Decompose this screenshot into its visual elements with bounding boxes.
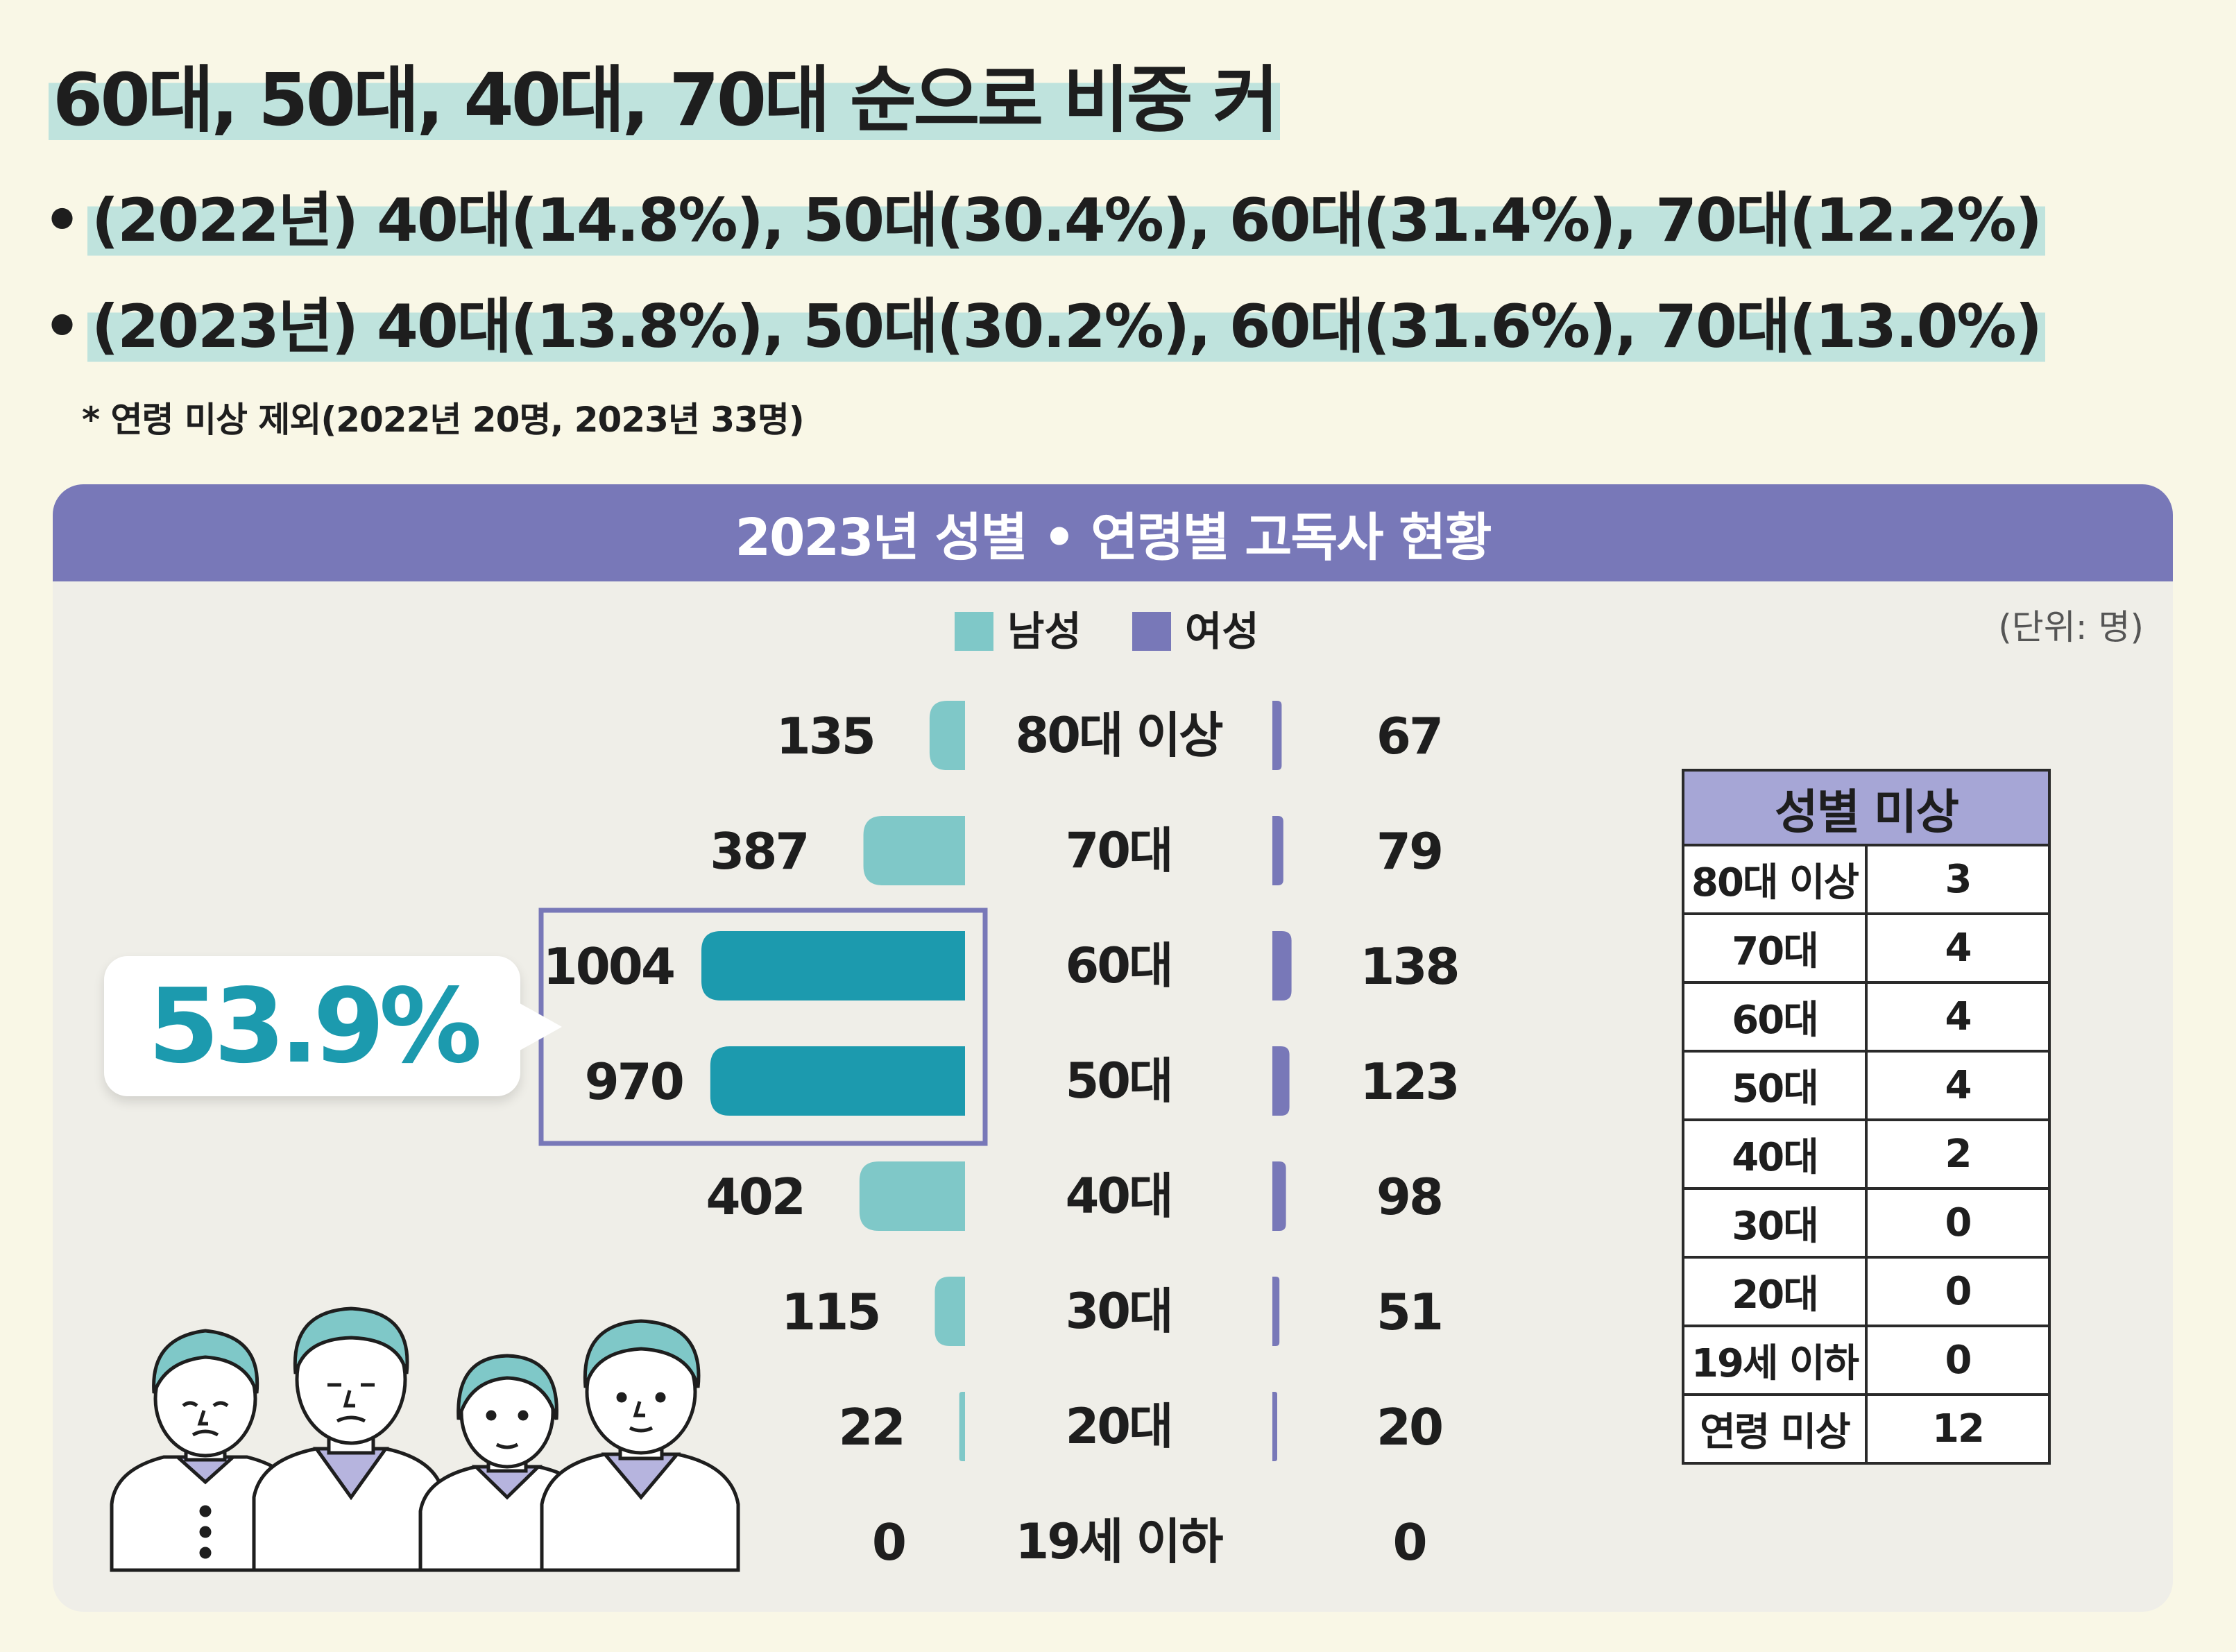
- value-label-female: 20: [1376, 1398, 1442, 1456]
- value-label-male: 0: [872, 1513, 905, 1572]
- bullet-dot: •: [43, 186, 81, 255]
- table-cell-value: 4: [1865, 1050, 2051, 1121]
- butterfly-chart: 남성 여성 135 67 80대 이상 387 79 70대 1004 138 60대 970 123 5…: [538, 608, 1460, 1572]
- legend-label-male: 남성: [1007, 608, 1082, 655]
- value-label-female: 51: [1376, 1283, 1442, 1341]
- table-title: 성별 미상: [1682, 769, 2051, 845]
- table-cell-value: 3: [1865, 844, 2051, 915]
- legend-swatch-female: [1132, 612, 1171, 651]
- person-man-icon: [540, 1319, 740, 1572]
- callout-bubble: 53.9%: [104, 956, 562, 1096]
- value-label-male: 970: [585, 1053, 683, 1111]
- value-label-female: 138: [1360, 937, 1458, 996]
- bullet-dot: •: [43, 292, 81, 361]
- headline-text: 60대, 50대, 40대, 70대 순으로 비중 커: [49, 57, 1281, 144]
- bar-female: [1272, 1277, 1280, 1346]
- callout-tail: [515, 1000, 562, 1053]
- table-cell-value: 2: [1865, 1118, 2051, 1190]
- elderly-people-illustration: [110, 1306, 740, 1572]
- table-row: 70대 4: [1682, 912, 2051, 984]
- bar-female: [1272, 1046, 1290, 1116]
- value-label-male: 115: [781, 1283, 879, 1341]
- table-header-row: 성별 미상: [1682, 769, 2051, 845]
- table-row: 60대 4: [1682, 981, 2051, 1053]
- value-label-female: 98: [1376, 1168, 1442, 1226]
- headline: 60대, 50대, 40대, 70대 순으로 비중 커: [49, 57, 1281, 144]
- category-label: 40대: [1066, 1168, 1172, 1225]
- callout-box: [104, 956, 520, 1096]
- value-label-female: 0: [1392, 1513, 1425, 1572]
- table-cell-age: 30대: [1682, 1187, 1868, 1259]
- value-label-female: 123: [1360, 1053, 1458, 1111]
- table-cell-age: 50대: [1682, 1050, 1868, 1121]
- bar-female: [1272, 816, 1283, 885]
- table-cell-age: 60대: [1682, 981, 1868, 1053]
- table-row: 40대 2: [1682, 1118, 2051, 1190]
- value-label-male: 402: [706, 1168, 804, 1226]
- category-label: 80대 이상: [1016, 707, 1224, 764]
- value-label-female: 79: [1376, 822, 1442, 880]
- bullet-2022: • (2022년) 40대(14.8%), 50대(30.4%), 60대(31.…: [43, 184, 2045, 259]
- bar-male: [929, 701, 965, 770]
- value-label-male: 387: [710, 822, 808, 880]
- unit-label: (단위: 명): [1998, 607, 2144, 647]
- bar-male: [863, 816, 965, 885]
- value-label-male: 135: [776, 707, 874, 765]
- category-label: 30대: [1066, 1283, 1172, 1340]
- table-cell-value: 0: [1865, 1187, 2051, 1259]
- table-cell-age: 70대: [1682, 912, 1868, 984]
- chart-title: 2023년 성별 • 연령별 고독사 현황: [53, 484, 2173, 581]
- table-cell-age: 연령 미상: [1682, 1393, 1868, 1465]
- table-row: 50대 4: [1682, 1050, 2051, 1121]
- table-cell-value: 12: [1865, 1393, 2051, 1465]
- bar-male: [959, 1392, 965, 1461]
- category-label: 20대: [1066, 1398, 1172, 1455]
- legend-swatch-male: [955, 612, 993, 651]
- bar-male: [701, 931, 965, 1000]
- bar-female: [1272, 1161, 1286, 1231]
- person-grandfather-icon: [252, 1306, 446, 1572]
- chart-panel: 2023년 성별 • 연령별 고독사 현황 (단위: 명) 남성 여성 135 67 8…: [53, 484, 2173, 1612]
- value-label-male: 22: [838, 1398, 903, 1456]
- table-cell-age: 19세 이하: [1682, 1325, 1868, 1396]
- table-cell-value: 4: [1865, 912, 2051, 984]
- bar-male: [710, 1046, 965, 1116]
- category-label: 19세 이하: [1016, 1513, 1224, 1570]
- table-row: 80대 이상 3: [1682, 844, 2051, 915]
- value-label-male: 1004: [543, 937, 674, 996]
- category-label: 60대: [1066, 937, 1172, 994]
- bar-female: [1272, 931, 1292, 1000]
- bar-male: [859, 1161, 965, 1231]
- unknown-gender-table: 성별 미상 80대 이상 3 70대 4 60대 4 50대 4 40대 2 30대 0 2…: [1682, 769, 2051, 1465]
- bullet-2023-text: (2023년) 40대(13.8%), 50대(30.2%), 60대(31.6…: [87, 290, 2045, 365]
- callout-percentage: 53.9%: [148, 966, 481, 1086]
- table-cell-value: 4: [1865, 981, 2051, 1053]
- category-label: 70대: [1066, 822, 1172, 879]
- table-row: 연령 미상 12: [1682, 1393, 2051, 1465]
- table-cell-age: 80대 이상: [1682, 844, 1868, 915]
- legend-label-female: 여성: [1185, 608, 1259, 655]
- value-label-female: 67: [1376, 707, 1442, 765]
- table-row: 30대 0: [1682, 1187, 2051, 1259]
- bullet-2023: • (2023년) 40대(13.8%), 50대(30.2%), 60대(31.…: [43, 290, 2045, 365]
- table-cell-value: 0: [1865, 1325, 2051, 1396]
- table-cell-age: 20대: [1682, 1256, 1868, 1327]
- bar-male: [934, 1277, 965, 1346]
- footnote: * 연령 미상 제외(2022년 20명, 2023년 33명): [82, 400, 805, 440]
- bar-female: [1272, 1392, 1277, 1461]
- table-cell-value: 0: [1865, 1256, 2051, 1327]
- bullet-2022-text: (2022년) 40대(14.8%), 50대(30.4%), 60대(31.4…: [87, 184, 2045, 259]
- table-row: 19세 이하 0: [1682, 1325, 2051, 1396]
- table-row: 20대 0: [1682, 1256, 2051, 1327]
- bar-female: [1272, 701, 1282, 770]
- table-cell-age: 40대: [1682, 1118, 1868, 1190]
- category-label: 50대: [1066, 1053, 1172, 1109]
